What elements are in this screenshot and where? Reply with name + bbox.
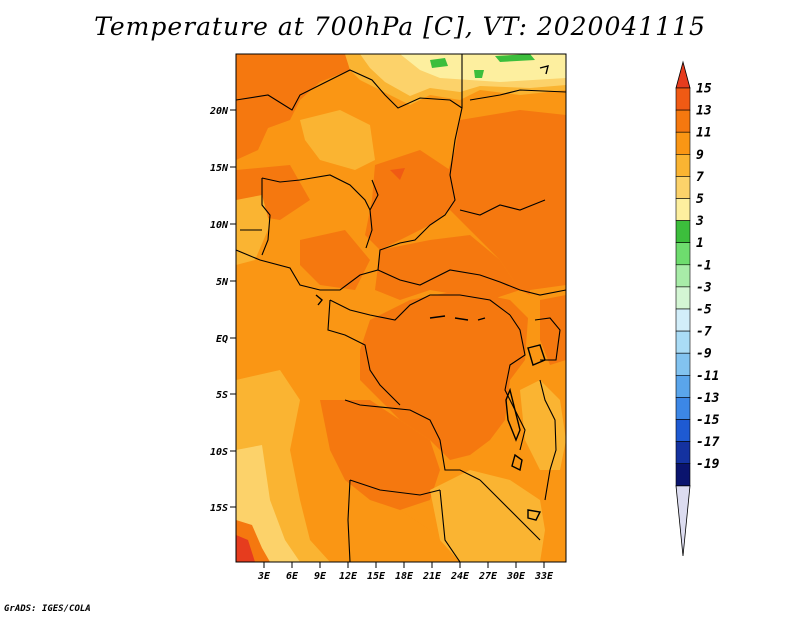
lon-label: 6E [286,571,299,582]
lat-label: 10S [210,447,228,458]
colorbar-swatch [675,463,691,487]
field-tanzania [520,380,566,470]
colorbar-swatch [675,198,691,221]
grads-credit: GrADS: IGES/COLA [4,604,91,614]
lat-label: 10N [210,220,229,231]
field-hot-spot [390,168,405,180]
lat-label: EQ [216,334,228,345]
lon-label: 9E [314,571,327,582]
colorbar-swatch [675,441,691,465]
lakes [315,65,549,521]
colorbar-swatch [675,308,691,332]
field-green-3 [474,70,484,78]
colorbar-label: 13 [696,104,712,119]
temperature-field [236,54,566,562]
map-title: Temperature at 700hPa [C], VT: 202004111… [94,12,706,41]
field-green-2 [495,54,535,62]
colorbar-swatch [675,242,691,266]
lat-axis: 20N 15N 10N 5N EQ 5S 10S 15S [209,106,236,514]
colorbar-top-arrow [675,60,691,89]
colorbar-label: -3 [696,280,712,295]
field-central-pale [300,110,375,170]
lat-label: 15S [210,503,228,514]
colorbar-swatch [675,87,691,111]
lat-label: 5S [216,390,228,401]
colorbar-label: -15 [696,413,720,428]
lon-label: 21E [422,571,442,582]
colorbar-label: -9 [696,347,712,362]
lon-axis: 3E 6E 9E 12E 15E 18E 21E 24E 27E 30E 33E [257,562,554,582]
colorbar-swatch [675,330,691,354]
colorbar-label: 3 [695,214,704,229]
field-green-1 [430,58,448,68]
field-nigeria-warm [300,230,370,290]
colorbar-swatch [675,397,691,420]
colorbar-swatch [675,264,691,288]
colorbar-swatch [675,131,691,155]
colorbar-label: 5 [696,192,704,207]
field-chad-warm [365,150,450,250]
lon-label: 12E [339,571,358,582]
field-namibia [350,500,440,562]
colorbar-label: 15 [696,82,712,97]
colorbar-swatch [675,154,691,177]
colorbar-swatch [675,176,691,199]
field-car-warm [375,235,520,300]
lon-label: 24E [450,571,470,582]
colorbar-label: 11 [696,126,712,141]
colorbar-label: -19 [696,457,720,472]
lon-label: 15E [367,571,386,582]
colorbar-label: 1 [696,236,704,251]
lat-label: 5N [216,277,229,288]
colorbar-swatch [675,220,691,244]
colorbar-swatch [675,286,691,310]
colorbar-label: -13 [696,391,720,406]
lon-label: 18E [395,571,414,582]
colorbar: 15 13 11 9 7 5 3 1 -1 -3 -5 -7 -9 -11 -13 -15 -17 -19 [675,60,720,557]
colorbar-swatch [675,374,691,398]
field-sw-hot [236,535,255,562]
lat-label: 20N [209,106,229,117]
colorbar-label: 9 [696,148,704,163]
lat-label: 15N [210,163,229,174]
field-congo-warm [360,290,530,460]
colorbar-label: -5 [696,303,712,318]
colorbar-label: 7 [696,170,704,185]
map-frame [235,53,567,563]
lon-label: 33E [534,571,554,582]
colorbar-label: -11 [696,369,719,384]
colorbar-bottom-arrow [675,485,691,557]
field-east-warm [540,295,566,365]
colorbar-label: -1 [696,258,712,273]
country-borders [236,54,566,562]
lon-label: 27E [478,571,498,582]
colorbar-label: -7 [696,325,712,340]
colorbar-swatch [675,419,691,442]
field-south-pale [430,470,545,562]
colorbar-swatch [675,352,691,376]
colorbar-swatch [675,109,691,133]
lon-label: 3E [257,571,271,582]
lon-label: 30E [506,571,526,582]
colorbar-label: -17 [696,435,720,450]
field-ne-warm [445,110,566,300]
